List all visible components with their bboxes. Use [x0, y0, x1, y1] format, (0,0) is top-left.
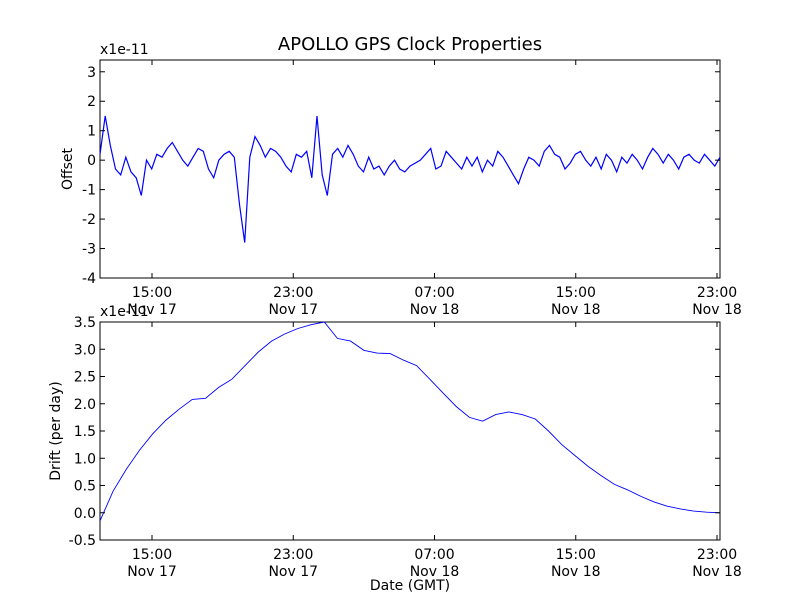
- drift-y-tick-label: -0.5: [69, 533, 96, 549]
- offset-y-axis: -4 -3 -2 -1 0 1 2 3: [82, 65, 720, 287]
- offset-x-tick-label: 23:00: [273, 285, 313, 301]
- drift-x-tick-label: Nov 18: [692, 564, 742, 580]
- offset-multiplier-label: x1e-11: [100, 42, 149, 58]
- offset-x-tick-label: 23:00: [697, 285, 737, 301]
- figure-title: APOLLO GPS Clock Properties: [278, 34, 542, 55]
- drift-y-tick-label: 2.0: [74, 397, 96, 413]
- offset-y-axis-label: Offset: [60, 147, 76, 190]
- drift-y-tick-label: 3.0: [74, 342, 96, 358]
- drift-x-tick-label: 15:00: [132, 547, 172, 563]
- offset-y-tick-label: -1: [82, 183, 96, 199]
- drift-series-group: [99, 321, 721, 522]
- offset-series-group: [99, 115, 721, 243]
- offset-y-tick-label: -2: [82, 212, 96, 228]
- offset-x-tick-label: Nov 18: [410, 302, 460, 318]
- offset-y-tick-label: -4: [82, 271, 96, 287]
- drift-y-tick-label: 2.5: [74, 370, 96, 386]
- drift-multiplier-label: x1e-11: [100, 304, 149, 320]
- offset-x-tick-label: Nov 17: [268, 302, 318, 318]
- drift-x-tick-label: Nov 17: [127, 564, 177, 580]
- x-axis-label: Date (GMT): [370, 578, 450, 594]
- offset-x-tick-label: Nov 18: [551, 302, 601, 318]
- drift-y-axis: -0.5 0.0 0.5 1.0 1.5 2.0 2.5 3.0 3.5: [69, 315, 720, 549]
- drift-x-tick-label: Nov 18: [410, 564, 460, 580]
- offset-y-tick-label: -3: [82, 242, 96, 258]
- offset-x-tick-label: Nov 18: [692, 302, 742, 318]
- drift-x-tick-label: 15:00: [556, 547, 596, 563]
- drift-x-tick-label: Nov 17: [268, 564, 318, 580]
- offset-chart-frame: [99, 59, 721, 279]
- offset-y-tick-label: 0: [87, 153, 96, 169]
- drift-x-tick-label: 23:00: [273, 547, 313, 563]
- offset-y-tick-label: 3: [87, 65, 96, 81]
- drift-y-tick-label: 1.5: [74, 424, 96, 440]
- offset-x-tick-label: 07:00: [414, 285, 454, 301]
- offset-x-tick-label: 15:00: [132, 285, 172, 301]
- drift-y-tick-label: 0.5: [74, 479, 96, 495]
- drift-series-line: [99, 321, 721, 522]
- offset-x-tick-label: 15:00: [556, 285, 596, 301]
- drift-y-tick-label: 3.5: [74, 315, 96, 331]
- offset-x-tick-label: Nov 17: [127, 302, 177, 318]
- drift-x-tick-label: 23:00: [697, 547, 737, 563]
- offset-y-tick-label: 2: [87, 94, 96, 110]
- drift-y-tick-label: 1.0: [74, 451, 96, 467]
- drift-y-axis-label: Drift (per day): [48, 381, 64, 480]
- drift-y-tick-label: 0.0: [74, 506, 96, 522]
- offset-y-tick-label: 1: [87, 124, 96, 140]
- drift-x-tick-label: Nov 18: [551, 564, 601, 580]
- drift-x-tick-label: 07:00: [414, 547, 454, 563]
